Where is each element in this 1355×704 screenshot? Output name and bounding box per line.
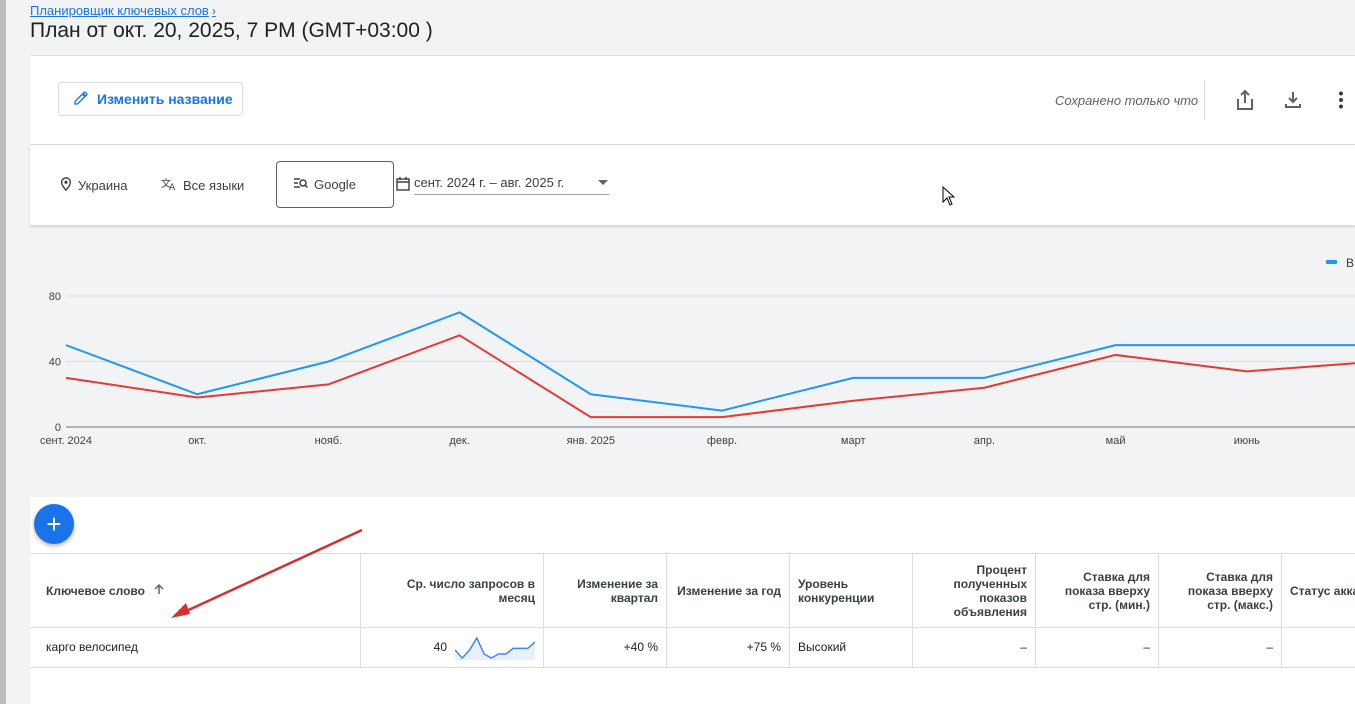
calendar-icon xyxy=(396,176,410,194)
language-label: Все языки xyxy=(183,178,245,193)
header-label: Ключевое слово xyxy=(46,583,145,598)
y-tick-label: 40 xyxy=(49,357,61,369)
trend-sparkline xyxy=(455,636,535,660)
bid-high-cell: – xyxy=(1159,627,1282,667)
saved-status: Сохранено только что xyxy=(1055,93,1199,108)
download-icon[interactable] xyxy=(1281,88,1305,112)
col-header-bid-low[interactable]: Ставка для показа вверху стр. (мин.) xyxy=(1036,554,1159,627)
pencil-icon xyxy=(73,90,89,109)
col-header-keyword[interactable]: Ключевое слово xyxy=(30,554,361,627)
trend-chart: 0 40 80 сент. 2024 окт. нояб. дек. янв. 2025 фев… xyxy=(30,226,1355,496)
series-line-1 xyxy=(65,311,1355,412)
x-tick-label: февр. xyxy=(707,435,737,447)
sparkline-area xyxy=(455,638,535,660)
avg-searches-value: 40 xyxy=(433,640,447,654)
status-cell xyxy=(1282,627,1355,667)
yoy-cell: +75 % xyxy=(667,627,790,667)
x-tick-label: июнь xyxy=(1234,435,1260,447)
x-tick-label: окт. xyxy=(188,435,206,447)
table-header: Ключевое слово Ср. число запросов в меся… xyxy=(30,553,1355,628)
col-header-avg-searches[interactable]: Ср. число запросов в месяц xyxy=(361,554,544,627)
col-header-yoy[interactable]: Изменение за год xyxy=(667,554,790,627)
location-filter[interactable]: Украина xyxy=(60,177,128,194)
location-label: Украина xyxy=(78,178,128,193)
left-edge-strip xyxy=(0,0,6,704)
rename-label: Изменить название xyxy=(97,91,233,107)
table-row[interactable]: карго велосипед 40 +40 % +75 % Высокий –… xyxy=(30,627,1355,668)
rename-button[interactable]: Изменить название xyxy=(58,82,243,116)
sparkline-line xyxy=(455,636,535,660)
y-tick-label: 80 xyxy=(49,291,61,303)
network-label: Google xyxy=(314,177,356,192)
plan-header-card: Изменить название Сохранено только что xyxy=(30,56,1355,145)
legend-label: В xyxy=(1346,256,1354,270)
competition-cell: Высокий xyxy=(790,627,913,667)
x-tick-label: янв. 2025 xyxy=(567,435,615,447)
x-tick-label: апр. xyxy=(974,435,995,447)
x-tick-label: дек. xyxy=(449,435,469,447)
sort-arrow-up-icon[interactable] xyxy=(153,583,165,598)
x-tick-label: нояб. xyxy=(315,435,343,447)
x-tick-label: март xyxy=(841,435,866,447)
breadcrumb-link[interactable]: Планировщик ключевых слов xyxy=(30,3,209,18)
col-header-account-status[interactable]: Статус акка xyxy=(1290,583,1355,598)
legend-swatch xyxy=(1326,260,1337,264)
network-filter[interactable]: Google xyxy=(276,161,394,208)
chevron-right-icon: › xyxy=(211,3,216,18)
bid-low-cell: – xyxy=(1036,627,1159,667)
avg-searches-cell: 40 xyxy=(361,627,544,667)
add-keyword-button[interactable]: + xyxy=(34,504,74,544)
col-header-qoq[interactable]: Изменение за квартал xyxy=(544,554,667,627)
col-header-bid-high[interactable]: Ставка для показа вверху стр. (макс.) xyxy=(1159,554,1282,627)
svg-text:A: A xyxy=(169,183,176,191)
more-vert-icon[interactable] xyxy=(1329,88,1353,112)
x-tick-label: сент. 2024 xyxy=(40,435,92,447)
x-tick-label: май xyxy=(1106,435,1126,447)
y-tick-label: 0 xyxy=(55,422,61,434)
svg-text:文: 文 xyxy=(161,177,171,190)
date-range-select[interactable]: сент. 2024 г. – авг. 2025 г. xyxy=(396,175,609,195)
keyword-table-card: + Ключевое слово Ср. число запросов в ме… xyxy=(30,497,1355,704)
keyword-cell: карго велосипед xyxy=(30,627,361,667)
breadcrumb[interactable]: Планировщик ключевых слов › xyxy=(30,3,216,18)
location-pin-icon xyxy=(60,177,72,194)
share-icon[interactable] xyxy=(1233,88,1257,112)
col-header-competition[interactable]: Уровень конкуренции xyxy=(790,554,913,627)
divider xyxy=(30,55,1355,56)
divider xyxy=(1204,80,1205,120)
date-range-label: сент. 2024 г. – авг. 2025 г. xyxy=(414,175,565,190)
col-header-impr-share[interactable]: Процент полученных показов объявления xyxy=(913,554,1036,627)
mouse-cursor-icon xyxy=(942,185,956,211)
qoq-cell: +40 % xyxy=(544,627,667,667)
trend-chart-svg: 0 40 80 сент. 2024 окт. нояб. дек. янв. 2025 фев… xyxy=(40,256,1355,447)
search-list-icon xyxy=(293,177,309,192)
caret-down-icon xyxy=(597,175,609,190)
series-line-2 xyxy=(65,334,1355,419)
impr-share-cell: – xyxy=(913,627,1036,667)
page-title: План от окт. 20, 2025, 7 PM (GMT+03:00 ) xyxy=(30,19,433,42)
